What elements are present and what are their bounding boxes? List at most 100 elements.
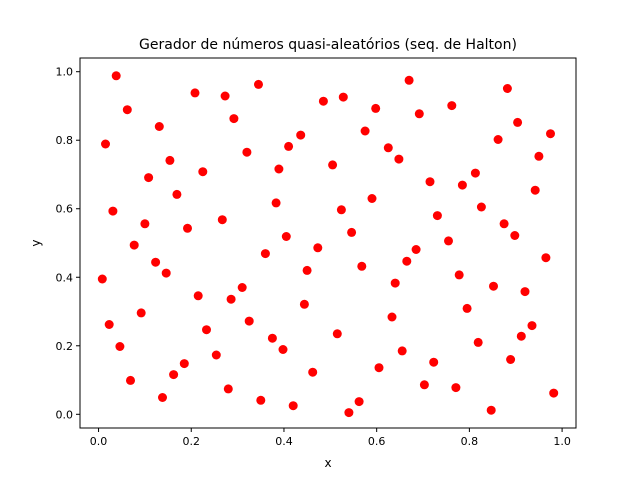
data-point (161, 268, 171, 278)
data-point (414, 109, 424, 119)
y-tick-label: 1.0 (56, 66, 74, 79)
data-point (278, 345, 288, 354)
data-point (432, 211, 442, 221)
data-point (281, 232, 291, 241)
data-point (447, 101, 457, 111)
data-point (223, 384, 233, 394)
data-point (104, 320, 114, 329)
data-point (387, 312, 397, 322)
y-tick-label: 0.4 (56, 271, 74, 284)
data-point (211, 350, 221, 360)
data-point (360, 126, 370, 136)
data-point (402, 256, 412, 266)
x-tick-label: 0.4 (275, 435, 293, 448)
data-point (229, 114, 239, 124)
data-point (541, 253, 551, 263)
data-point (183, 223, 192, 233)
x-axis-ticks: 0.0 0.2 0.4 0.6 0.8 1.0 (90, 428, 571, 448)
data-point (226, 294, 236, 304)
data-point (244, 316, 254, 326)
data-point (404, 75, 414, 85)
data-point (444, 236, 453, 246)
data-point (158, 393, 167, 402)
data-point (202, 325, 211, 335)
data-point (411, 245, 421, 254)
data-point (302, 265, 312, 275)
data-point (217, 215, 227, 225)
data-point (237, 283, 247, 292)
data-point (371, 103, 381, 113)
data-point (242, 147, 252, 157)
data-point (97, 274, 107, 284)
data-point (419, 380, 429, 390)
y-tick-label: 0.8 (56, 134, 74, 147)
data-point (383, 143, 393, 153)
data-point (338, 92, 348, 102)
data-point (122, 105, 132, 115)
x-tick-label: 0.2 (183, 435, 201, 448)
data-point (274, 164, 284, 174)
data-point (513, 117, 523, 127)
data-point (254, 79, 263, 89)
data-point (144, 173, 154, 183)
data-point (313, 243, 323, 253)
data-point (111, 71, 121, 81)
data-points (97, 71, 559, 418)
data-point (179, 359, 189, 369)
data-point (451, 383, 461, 393)
data-point (151, 257, 161, 267)
data-point (332, 329, 342, 339)
y-tick-label: 0.0 (56, 408, 74, 421)
data-point (190, 88, 200, 98)
data-point (499, 219, 509, 229)
data-point (476, 202, 486, 212)
data-point (296, 130, 306, 140)
data-point (454, 270, 464, 280)
data-point (284, 141, 294, 151)
x-tick-label: 1.0 (553, 435, 571, 448)
data-point (473, 337, 483, 347)
data-point (136, 308, 146, 318)
data-point (140, 219, 150, 229)
data-point (165, 155, 175, 165)
data-point (328, 160, 338, 170)
data-point (172, 189, 182, 199)
x-tick-label: 0.8 (461, 435, 479, 448)
data-point (169, 370, 179, 380)
data-point (154, 122, 164, 131)
data-point (470, 168, 480, 178)
data-point (394, 154, 404, 164)
data-point (510, 231, 520, 240)
chart-title: Gerador de números quasi-aleatórios (seq… (139, 37, 517, 53)
data-point (425, 177, 435, 187)
data-point (367, 194, 377, 203)
data-point (288, 401, 298, 411)
data-point (374, 363, 384, 373)
data-point (429, 357, 439, 367)
data-point (506, 355, 516, 364)
data-point (534, 151, 544, 161)
data-point (549, 388, 559, 398)
data-point (354, 397, 364, 407)
x-axis-label: x (324, 456, 331, 470)
data-point (108, 206, 118, 216)
data-point (397, 346, 407, 356)
x-tick-label: 0.6 (368, 435, 386, 448)
data-point (260, 249, 270, 259)
data-point (267, 333, 277, 343)
data-point (390, 278, 400, 288)
data-point (516, 331, 526, 341)
y-axis-label: y (29, 239, 43, 246)
data-point (546, 129, 555, 139)
data-point (101, 139, 110, 149)
y-tick-label: 0.6 (56, 203, 74, 216)
data-point (115, 342, 125, 351)
data-point (502, 84, 512, 93)
data-point (193, 291, 203, 301)
data-point (129, 240, 139, 250)
data-point (457, 180, 467, 190)
data-point (126, 375, 135, 385)
data-point (493, 135, 503, 144)
data-point (462, 303, 472, 313)
